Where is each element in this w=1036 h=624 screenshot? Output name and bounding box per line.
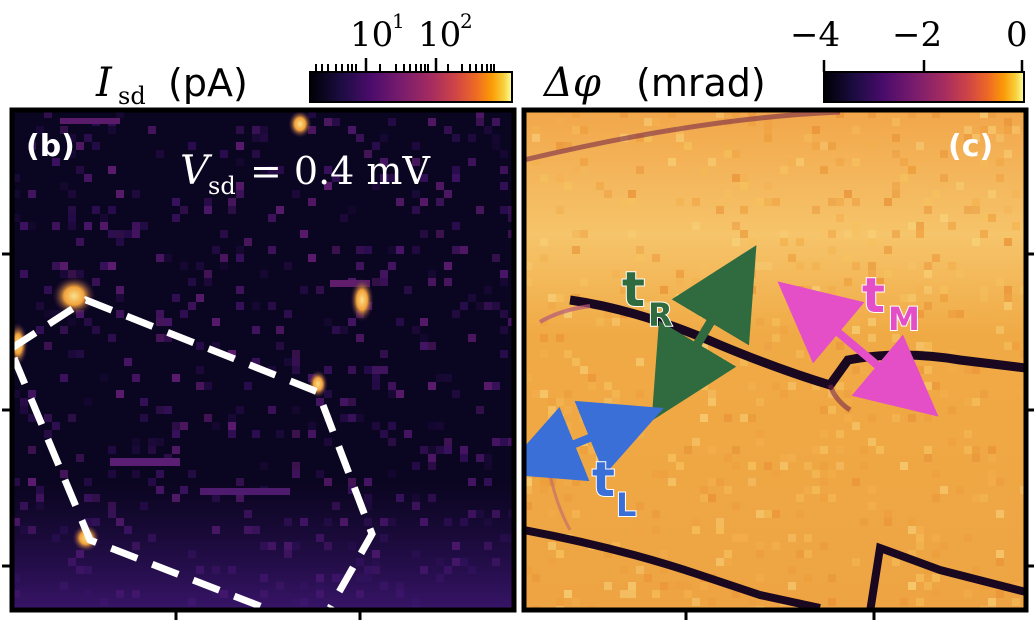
colorbar-b-symbol: I	[95, 60, 113, 106]
voltage-annotation: V sd = 0.4 mV	[180, 148, 430, 200]
colorbar-c-label: Δφ (mrad)	[542, 60, 766, 106]
domain-wall	[524, 526, 821, 610]
arrow-tR	[651, 245, 757, 421]
dashed-outline	[12, 356, 272, 610]
bright-spot	[288, 110, 312, 138]
colorbar-b-subscript: sd	[118, 82, 146, 110]
bright-spot	[350, 278, 374, 322]
svg-text:2: 2	[460, 9, 473, 33]
svg-text:10: 10	[350, 15, 393, 55]
svg-text:t: t	[622, 262, 645, 318]
domain-wall	[538, 304, 591, 324]
panel-c-frame	[521, 107, 1029, 613]
colorbar-b-minor-ticks	[315, 64, 495, 72]
panel-c-axis-ticks	[684, 252, 1034, 620]
colorbar-c-tick-label-1: −4	[790, 15, 840, 55]
svg-text:M: M	[888, 300, 920, 338]
domain-wall	[524, 110, 841, 163]
colorbar-c	[823, 71, 1025, 103]
dashed-outline	[12, 296, 376, 610]
colorbar-b-label: I sd (pA)	[95, 60, 248, 110]
svg-text:t: t	[592, 452, 615, 508]
svg-text:L: L	[616, 486, 636, 524]
panel-b-axis-ticks	[2, 252, 362, 620]
svg-text:V: V	[180, 148, 213, 194]
label-tR: t R	[621, 261, 674, 335]
svg-text:10: 10	[418, 15, 461, 55]
panel-b-frame	[9, 107, 517, 613]
colorbar-c-symbol: Δφ	[542, 60, 601, 106]
svg-text:t: t	[862, 268, 885, 324]
bright-spot	[308, 370, 328, 398]
colorbar-c-unit: (mrad)	[636, 61, 766, 105]
colorbar-b-tick-label-2: 10 2	[418, 9, 473, 55]
colorbar-c-tick-label-3: 0	[1006, 15, 1028, 55]
svg-text:R: R	[648, 296, 673, 334]
svg-text:sd: sd	[208, 172, 236, 200]
colorbar-b-tick-label-1: 10 1	[350, 9, 405, 55]
label-tM: t M	[861, 267, 921, 339]
panel-c-label: (c)	[948, 129, 993, 164]
bright-spot	[52, 276, 96, 316]
panel-b-map	[12, 110, 514, 610]
colorbar-c-tick-label-2: −2	[892, 15, 942, 55]
colorbar-b	[309, 71, 513, 103]
panel-b-label: (b)	[26, 129, 75, 164]
arrow-tM	[777, 281, 939, 417]
svg-text:1: 1	[392, 9, 405, 33]
svg-text:= 0.4 mV: = 0.4 mV	[250, 149, 430, 193]
domain-wall	[866, 542, 1026, 610]
colorbar-b-unit: (pA)	[168, 61, 248, 105]
label-tL: t L	[591, 451, 637, 525]
panel-c-map	[524, 110, 1026, 610]
arrow-tL	[524, 400, 664, 482]
